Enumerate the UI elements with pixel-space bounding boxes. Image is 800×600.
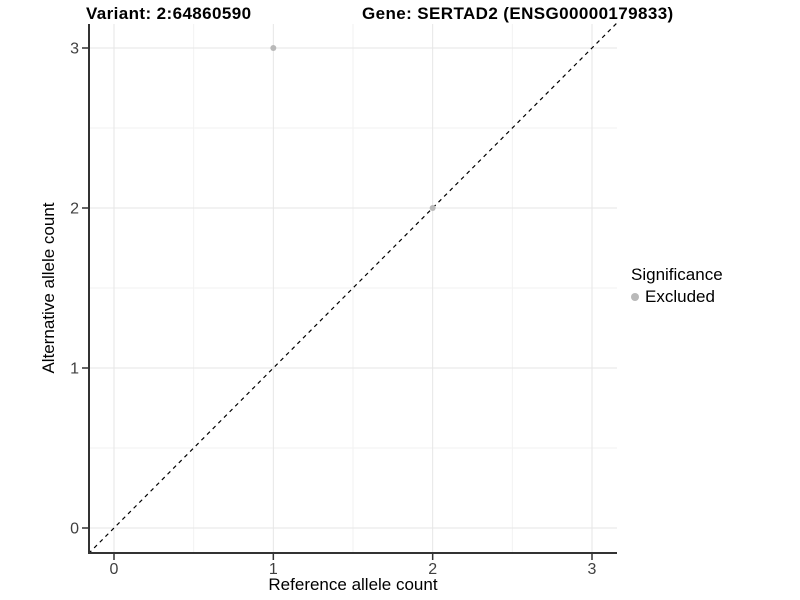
identity-reference-line (88, 21, 618, 555)
variant-title: Variant: 2:64860590 (86, 4, 252, 23)
data-point (429, 205, 436, 211)
data-point (270, 45, 277, 51)
y-tick-label: 2 (70, 201, 79, 218)
legend-key-dot-icon (631, 293, 639, 301)
gene-title: Gene: SERTAD2 (ENSG00000179833) (362, 4, 674, 23)
x-tick-label: 3 (588, 561, 597, 578)
legend-entry-label: Excluded (645, 287, 715, 306)
x-tick-label: 2 (428, 561, 437, 578)
y-axis-title: Alternative allele count (39, 202, 58, 374)
y-tick-label: 0 (70, 521, 79, 538)
y-tick-label: 3 (70, 41, 79, 58)
y-tick-label: 1 (70, 361, 79, 378)
x-axis-title: Reference allele count (268, 575, 438, 594)
x-tick-label: 1 (269, 561, 278, 578)
legend: Significance Excluded (631, 265, 723, 307)
legend-title: Significance (631, 265, 723, 284)
legend-entry-excluded: Excluded (631, 287, 723, 307)
x-tick-label: 0 (110, 561, 119, 578)
